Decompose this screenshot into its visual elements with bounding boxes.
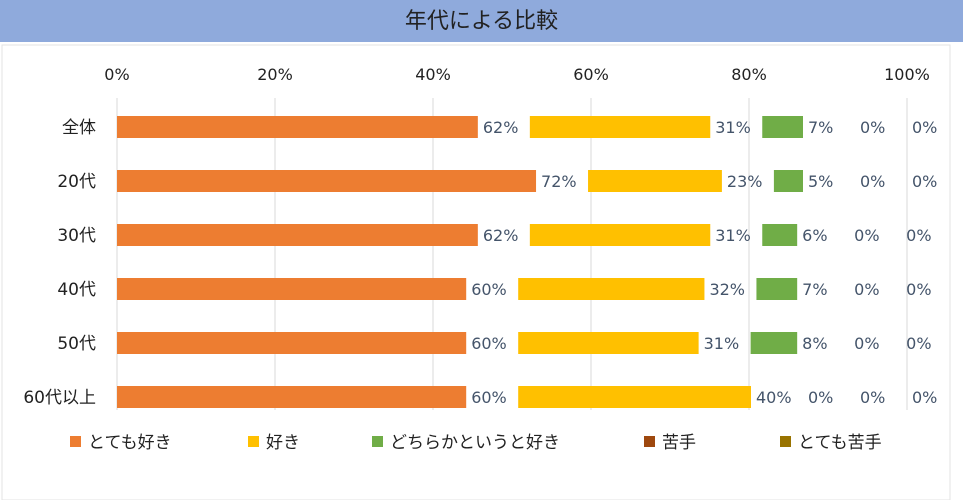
bar-segment (756, 278, 798, 300)
legend-label: とても苦手 (798, 433, 882, 453)
data-label: 31% (715, 118, 751, 137)
bar-segment (117, 170, 537, 192)
x-tick-label: 0% (104, 65, 129, 84)
data-label: 60% (471, 388, 507, 407)
data-label: 31% (715, 226, 751, 245)
x-tick-label: 80% (731, 65, 767, 84)
data-label: 0% (912, 118, 937, 137)
category-label: 40代 (57, 280, 96, 300)
data-label: 0% (860, 172, 885, 191)
legend-swatch (372, 436, 383, 447)
bar-segment (518, 332, 699, 354)
legend-swatch (644, 436, 655, 447)
category-label: 50代 (57, 334, 96, 354)
bar-segment (588, 170, 722, 192)
category-label: 全体 (62, 118, 96, 138)
x-tick-label: 100% (884, 65, 930, 84)
bar-segment (117, 278, 467, 300)
x-tick-label: 40% (415, 65, 451, 84)
plot-frame (1, 44, 951, 501)
data-label: 32% (709, 280, 745, 299)
category-label: 60代以上 (23, 388, 96, 408)
data-label: 0% (808, 388, 833, 407)
bar-segment (117, 332, 467, 354)
legend-swatch (780, 436, 791, 447)
bar-segment (750, 332, 798, 354)
data-label: 0% (906, 280, 931, 299)
data-label: 60% (471, 334, 507, 353)
title-band (0, 0, 963, 42)
legend-label: どちらかというと好き (390, 433, 560, 453)
data-label: 0% (912, 172, 937, 191)
data-label: 5% (808, 172, 833, 191)
bar-segment (117, 386, 467, 408)
data-label: 0% (906, 334, 931, 353)
legend-swatch (248, 436, 259, 447)
category-label: 20代 (57, 172, 96, 192)
legend-label: 苦手 (662, 433, 696, 453)
bar-segment (117, 224, 478, 246)
category-label: 30代 (57, 226, 96, 246)
data-label: 0% (906, 226, 931, 245)
data-label: 62% (483, 226, 519, 245)
data-label: 23% (727, 172, 763, 191)
legend-label: とても好き (88, 433, 172, 453)
data-label: 8% (802, 334, 827, 353)
data-label: 40% (756, 388, 792, 407)
bar-segment (762, 224, 798, 246)
data-label: 0% (860, 118, 885, 137)
bar-segment (518, 386, 751, 408)
legend-swatch (70, 436, 81, 447)
x-tick-label: 60% (573, 65, 609, 84)
data-label: 0% (854, 334, 879, 353)
bar-segment (518, 278, 705, 300)
data-label: 0% (912, 388, 937, 407)
bar-segment (773, 170, 803, 192)
chart-title: 年代による比較 (405, 9, 558, 34)
data-label: 72% (541, 172, 577, 191)
data-label: 7% (808, 118, 833, 137)
bar-segment (529, 224, 711, 246)
data-label: 6% (802, 226, 827, 245)
data-label: 7% (802, 280, 827, 299)
legend-label: 好き (266, 433, 300, 453)
bar-segment (529, 116, 711, 138)
bar-segment (762, 116, 803, 138)
data-label: 60% (471, 280, 507, 299)
data-label: 0% (860, 388, 885, 407)
data-label: 62% (483, 118, 519, 137)
data-label: 0% (854, 280, 879, 299)
x-tick-label: 20% (257, 65, 293, 84)
bar-segment (117, 116, 478, 138)
data-label: 31% (704, 334, 740, 353)
data-label: 0% (854, 226, 879, 245)
